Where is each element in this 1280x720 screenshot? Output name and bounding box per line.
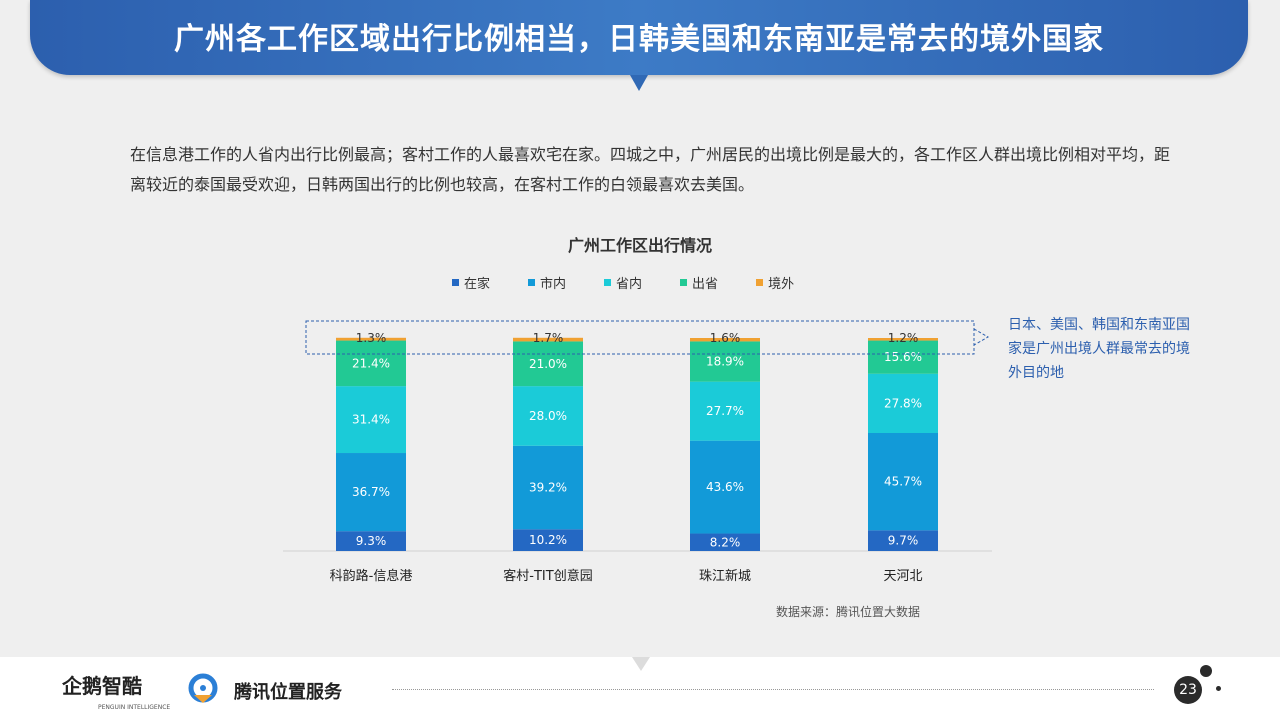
bar-segment-city [690,440,760,534]
page-number: 23 [1179,682,1197,698]
data-label: 9.3% [356,534,387,548]
legend-label-out-province: 出省 [692,277,719,292]
data-label: 1.7% [533,331,564,345]
category-label: 科韵路-信息港 [330,568,413,584]
data-label: 10.2% [529,533,567,547]
legend-item-province: 省内 [604,273,642,292]
bar-segment-province [336,386,406,454]
data-label: 39.2% [529,481,567,495]
bar-segment-home [868,530,938,551]
intro-paragraph: 在信息港工作的人省内出行比例最高；客村工作的人最喜欢宅在家。四城之中，广州居民的… [130,145,1171,194]
legend-label-home: 在家 [464,277,491,292]
data-source: 数据来源：腾讯位置大数据 [776,605,921,619]
data-label: 43.6% [706,480,744,494]
chart-title: 广州工作区出行情况 [567,236,712,255]
tencent-location-logo: 腾讯位置服务 [234,682,342,703]
bar-segment-abroad [513,337,583,342]
data-label: 36.7% [352,485,390,499]
legend-swatch-home [452,279,459,286]
data-label: 45.7% [884,475,922,489]
legend-label-province: 省内 [616,277,643,292]
legend-swatch-city [528,279,536,286]
page-number-badge [1174,676,1202,704]
stacked-bar-chart: 9.3% 36.7% 31.4% 21.4% 1.3% 科韵路-信息港 10.2% 39.2%… [283,320,992,584]
data-label: 9.7% [888,534,919,548]
header-notch [630,75,648,91]
penguin-intelligence-logo: 企鹅智酷 [62,674,142,698]
decor-dot [1200,665,1212,677]
data-label: 18.9% [706,355,744,369]
bar-segment-home [513,529,583,551]
highlight-box [305,320,975,355]
data-label: 1.2% [888,331,919,345]
chart-legend: 在家 市内 省内 出省 境外 [452,273,794,292]
bar-segment-home [690,533,760,551]
legend-label-abroad: 境外 [768,277,795,292]
bar-segment-out-province [336,340,406,387]
penguin-intelligence-subtitle: PENGUIN INTELLIGENCE [98,704,171,711]
data-label: 31.4% [352,413,390,427]
bar-segment-abroad [868,338,938,341]
legend-item-city: 市内 [528,273,566,292]
footer-divider [392,689,1154,690]
callout-pointer [973,328,990,346]
legend-item-abroad: 境外 [756,273,794,292]
data-label: 21.0% [529,357,567,371]
bar-segment-out-province [868,340,938,374]
header-banner: 广州各工作区域出行比例相当，日韩美国和东南亚是常去的境外国家 [30,0,1248,75]
callout-text: 日本、美国、韩国和东南亚国家是广州出境人群最常去的境外目的地 [1008,317,1190,381]
page-title: 广州各工作区域出行比例相当，日韩美国和东南亚是常去的境外国家 [174,22,1104,57]
data-label: 21.4% [352,356,390,370]
bar-segment-abroad [690,338,760,342]
data-label: 27.7% [706,404,744,418]
footer-notch [632,657,650,671]
legend-label-city: 市内 [540,277,567,292]
decor-dot [1216,686,1221,691]
data-label: 8.2% [710,535,741,549]
data-label: 27.8% [884,396,922,410]
data-label: 1.3% [356,331,387,345]
category-label: 客村-TIT创意园 [503,568,592,584]
category-label: 珠江新城 [699,568,751,584]
bar-segment-province [868,373,938,433]
bar-segment-province [690,381,760,441]
bar-segment-province [513,386,583,446]
bar-segment-out-province [690,341,760,382]
legend-item-out-province: 出省 [680,273,718,292]
legend-swatch-province [604,279,612,286]
legend-item-home: 在家 [452,273,490,292]
bar-segment-city [868,432,938,531]
category-label: 天河北 [883,569,922,584]
legend-swatch-out-province [680,279,688,286]
bar-segment-out-province [513,341,583,387]
data-label: 15.6% [884,350,922,364]
bar-segment-home [336,531,406,551]
tencent-location-icon [188,673,218,703]
data-label: 28.0% [529,409,567,423]
legend-swatch-abroad [756,279,764,286]
bar-segment-city [513,445,583,530]
bar-segment-abroad [336,337,406,341]
data-label: 1.6% [710,331,741,345]
bar-segment-city [336,453,406,532]
